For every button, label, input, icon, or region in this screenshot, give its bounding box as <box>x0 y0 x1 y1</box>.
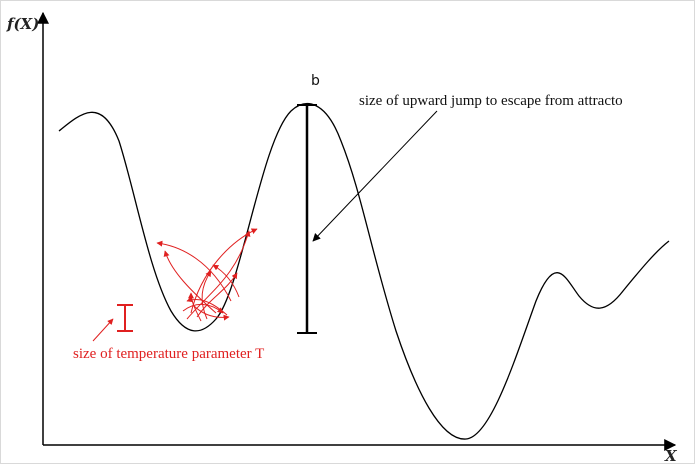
walk-arrow <box>182 304 224 314</box>
walk-arrow <box>196 272 238 318</box>
temperature-pointer-arrow <box>92 318 114 342</box>
upward-jump-label: size of upward jump to escape from attra… <box>359 93 623 109</box>
random-walk-arrows <box>156 228 258 322</box>
walk-arrow <box>163 250 217 314</box>
walk-arrow <box>212 264 240 298</box>
x-axis-label: X <box>664 447 678 465</box>
walk-arrow <box>156 240 232 302</box>
y-axis-label: f(X) <box>6 15 39 33</box>
walk-arrow <box>188 292 202 322</box>
temperature-label: size of temperature parameter T <box>73 346 264 362</box>
fitness-curve <box>58 103 670 440</box>
walk-arrow <box>192 304 230 321</box>
walk-arrow <box>186 230 251 320</box>
walk-arrow <box>201 270 212 320</box>
barrier-point-label: b <box>311 73 320 89</box>
upward-jump-arrow <box>312 110 438 242</box>
